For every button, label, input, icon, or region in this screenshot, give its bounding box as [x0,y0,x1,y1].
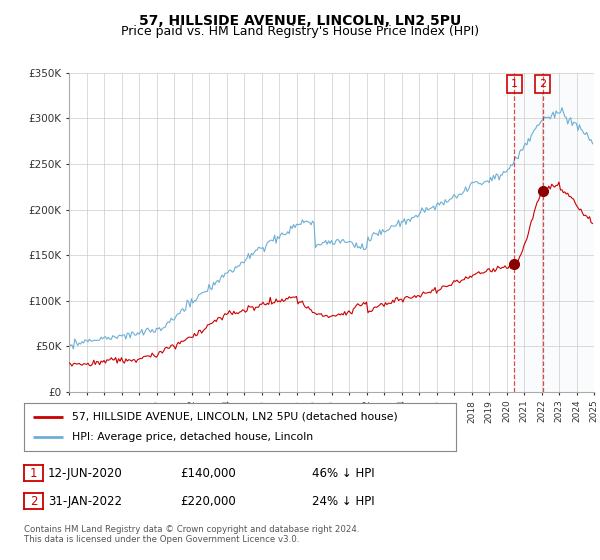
Text: 46% ↓ HPI: 46% ↓ HPI [312,466,374,480]
Text: 2: 2 [30,494,37,508]
Text: £140,000: £140,000 [180,466,236,480]
Text: 1: 1 [30,466,37,480]
Text: 57, HILLSIDE AVENUE, LINCOLN, LN2 5PU: 57, HILLSIDE AVENUE, LINCOLN, LN2 5PU [139,14,461,28]
Bar [514,73,594,392]
Text: 57, HILLSIDE AVENUE, LINCOLN, LN2 5PU (detached house): 57, HILLSIDE AVENUE, LINCOLN, LN2 5PU (d… [71,412,397,422]
Text: 24% ↓ HPI: 24% ↓ HPI [312,494,374,508]
Bar [543,73,594,392]
Text: This data is licensed under the Open Government Licence v3.0.: This data is licensed under the Open Gov… [24,534,299,544]
Text: 1: 1 [511,79,518,88]
Text: Price paid vs. HM Land Registry's House Price Index (HPI): Price paid vs. HM Land Registry's House … [121,25,479,38]
Text: 31-JAN-2022: 31-JAN-2022 [48,494,122,508]
Text: HPI: Average price, detached house, Lincoln: HPI: Average price, detached house, Linc… [71,432,313,442]
Text: £220,000: £220,000 [180,494,236,508]
Text: Contains HM Land Registry data © Crown copyright and database right 2024.: Contains HM Land Registry data © Crown c… [24,525,359,534]
Text: 2: 2 [539,79,547,88]
Text: 12-JUN-2020: 12-JUN-2020 [48,466,123,480]
